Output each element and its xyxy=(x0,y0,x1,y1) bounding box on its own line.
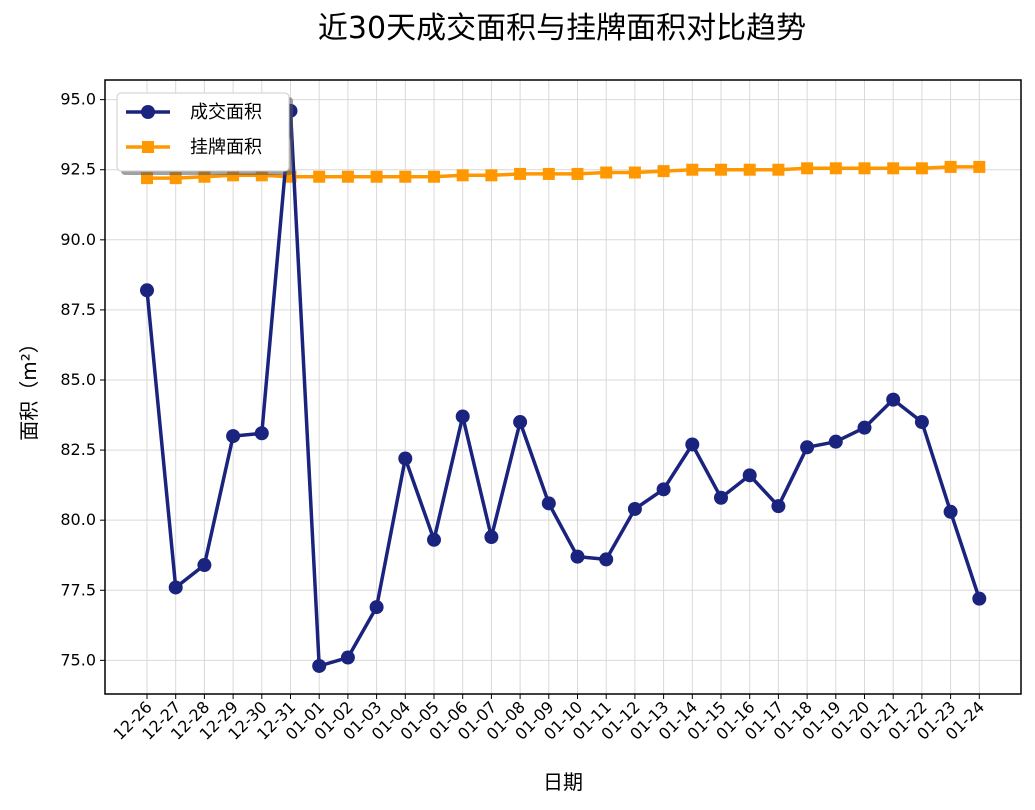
data-point xyxy=(657,165,670,178)
y-axis-label: 面积（m²） xyxy=(17,333,41,441)
data-point xyxy=(313,170,326,183)
y-tick-label: 80.0 xyxy=(60,510,96,529)
y-tick-label: 87.5 xyxy=(60,300,96,319)
chart-title: 近30天成交面积与挂牌面积对比趋势 xyxy=(318,11,806,46)
data-point xyxy=(857,420,872,435)
data-point xyxy=(514,167,527,180)
data-point xyxy=(570,549,585,564)
data-point xyxy=(915,162,928,175)
series-line xyxy=(145,109,981,668)
data-point xyxy=(312,658,327,673)
data-point xyxy=(944,160,957,173)
data-point xyxy=(427,532,441,547)
y-tick-label: 82.5 xyxy=(60,440,96,459)
data-point xyxy=(973,160,986,173)
data-point xyxy=(714,490,728,505)
data-point xyxy=(168,580,183,595)
data-point xyxy=(771,499,786,514)
data-point xyxy=(542,167,555,180)
data-point xyxy=(627,501,642,516)
data-point xyxy=(456,169,469,182)
y-tick-label: 95.0 xyxy=(60,90,96,109)
data-point xyxy=(428,170,440,183)
data-point xyxy=(370,170,383,183)
legend-label-deal: 成交面积 xyxy=(190,102,262,123)
data-point xyxy=(801,162,814,175)
y-tick-label: 75.0 xyxy=(60,650,96,669)
y-tick-label: 92.5 xyxy=(60,160,96,179)
data-point xyxy=(972,591,987,606)
data-point xyxy=(169,172,182,185)
y-tick-label: 90.0 xyxy=(60,230,96,249)
data-point xyxy=(829,162,842,175)
data-point xyxy=(541,496,556,511)
data-point xyxy=(743,163,756,176)
legend-label-listing: 挂牌面积 xyxy=(190,137,262,158)
data-point xyxy=(600,166,613,179)
legend-marker-deal xyxy=(141,105,155,119)
series-layer xyxy=(140,103,987,673)
legend-marker-listing xyxy=(142,141,154,153)
data-point xyxy=(484,529,499,544)
data-point xyxy=(254,426,269,441)
y-tick-label: 85.0 xyxy=(60,370,96,389)
data-point xyxy=(197,558,212,573)
data-point xyxy=(226,429,241,444)
data-point xyxy=(686,163,699,176)
data-point xyxy=(715,163,727,176)
data-point xyxy=(742,468,757,483)
data-point xyxy=(571,167,584,180)
data-point xyxy=(455,409,470,424)
data-point xyxy=(887,162,900,175)
plot-area xyxy=(104,79,1022,695)
data-point xyxy=(399,170,412,183)
data-point xyxy=(685,437,700,452)
data-point xyxy=(255,169,268,182)
data-point xyxy=(858,162,871,175)
y-axis: 75.0 77.5 80.0 82.5 85.0 87.5 90.0 92.5 95.0 xyxy=(60,90,105,669)
data-point xyxy=(369,600,384,615)
data-point xyxy=(656,482,671,497)
y-tick-label: 77.5 xyxy=(60,580,96,599)
data-point xyxy=(141,172,153,185)
data-point xyxy=(340,650,355,665)
data-point xyxy=(886,392,901,407)
data-point xyxy=(828,434,843,449)
data-point xyxy=(398,451,413,466)
data-point xyxy=(485,169,498,182)
legend: 成交面积 挂牌面积 xyxy=(116,92,293,175)
data-point xyxy=(943,504,958,519)
data-point xyxy=(628,166,641,179)
data-point xyxy=(914,415,929,430)
data-point xyxy=(800,440,815,455)
data-point xyxy=(341,170,354,183)
data-point xyxy=(140,283,154,298)
x-axis-label: 日期 xyxy=(543,770,583,794)
data-point xyxy=(599,552,614,567)
data-point xyxy=(772,163,785,176)
data-point xyxy=(513,415,528,430)
series-deal-area xyxy=(140,103,987,673)
x-axis: 12-2612-2712-2812-2912-3012-3101-0101-02… xyxy=(110,694,988,744)
